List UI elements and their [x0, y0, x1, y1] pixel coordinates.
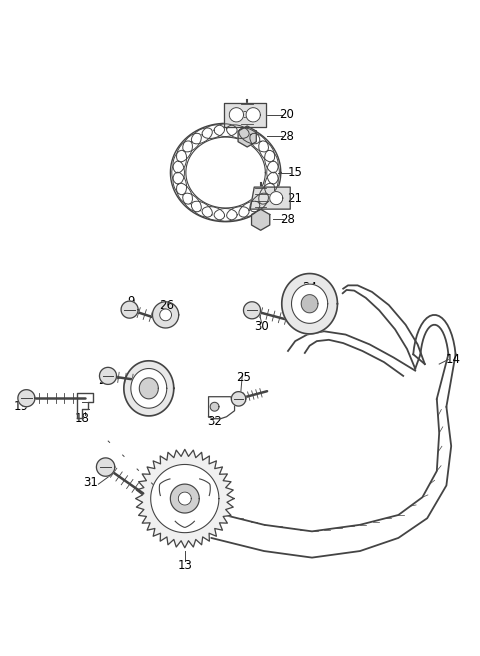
- Text: 29: 29: [98, 374, 113, 387]
- Polygon shape: [170, 484, 199, 513]
- Polygon shape: [252, 209, 270, 230]
- Polygon shape: [151, 464, 219, 533]
- Text: 26: 26: [159, 298, 175, 312]
- Polygon shape: [208, 397, 235, 419]
- Polygon shape: [121, 301, 138, 318]
- Text: 20: 20: [279, 108, 294, 121]
- Text: 31: 31: [83, 476, 97, 489]
- Text: 28: 28: [279, 130, 294, 143]
- Polygon shape: [246, 108, 261, 122]
- Text: 18: 18: [75, 412, 90, 425]
- Polygon shape: [243, 302, 261, 319]
- Text: 28: 28: [281, 213, 295, 226]
- Text: 22: 22: [141, 397, 156, 410]
- Polygon shape: [77, 393, 93, 418]
- Text: 30: 30: [254, 319, 269, 333]
- Polygon shape: [231, 392, 246, 406]
- Polygon shape: [301, 295, 318, 313]
- Polygon shape: [229, 108, 243, 122]
- Polygon shape: [178, 492, 192, 505]
- Polygon shape: [139, 378, 158, 399]
- Polygon shape: [99, 367, 117, 384]
- Polygon shape: [238, 126, 256, 147]
- Text: 14: 14: [445, 353, 461, 366]
- Polygon shape: [270, 192, 283, 205]
- Text: 15: 15: [288, 166, 302, 179]
- Polygon shape: [250, 187, 290, 209]
- Polygon shape: [136, 449, 234, 548]
- Text: 25: 25: [237, 371, 251, 384]
- Polygon shape: [96, 458, 115, 476]
- Text: 13: 13: [178, 559, 192, 572]
- Text: 24: 24: [302, 281, 317, 294]
- Polygon shape: [153, 302, 179, 328]
- Text: 21: 21: [287, 192, 302, 205]
- Polygon shape: [131, 369, 167, 408]
- Polygon shape: [160, 309, 171, 321]
- Text: 32: 32: [207, 415, 222, 428]
- Polygon shape: [282, 274, 337, 334]
- Text: 19: 19: [14, 400, 29, 413]
- Polygon shape: [291, 284, 328, 323]
- Polygon shape: [224, 103, 266, 127]
- Polygon shape: [210, 402, 219, 411]
- Polygon shape: [18, 390, 35, 407]
- Polygon shape: [124, 361, 174, 416]
- Text: 9: 9: [127, 295, 134, 308]
